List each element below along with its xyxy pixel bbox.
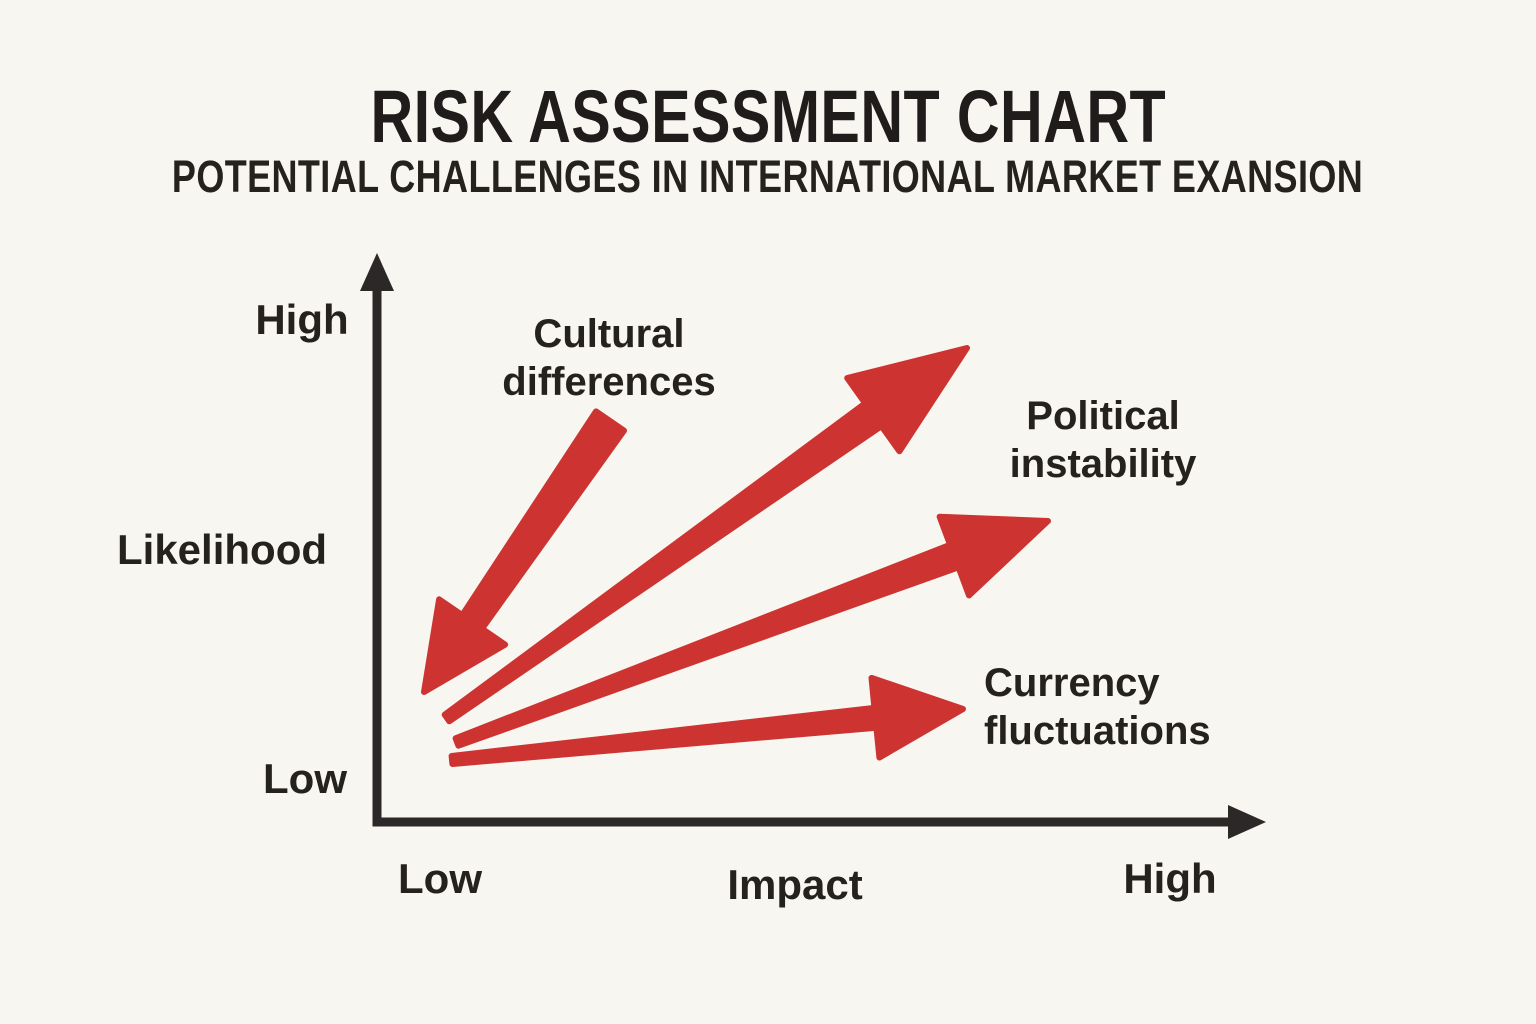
y-axis-low-label: Low: [263, 754, 347, 802]
y-axis-high-label: High: [255, 295, 349, 343]
page-subtitle-text: POTENTIAL CHALLENGES IN INTERNATIONAL MA…: [172, 151, 1364, 202]
x-axis-arrowhead-icon: [1228, 805, 1266, 839]
label-cultural-differences: Cultural differences: [502, 312, 716, 404]
currency-fluctuations-arrow: [448, 674, 966, 767]
political-instability-arrow: [441, 345, 970, 725]
label-currency-fluctuations: Currency fluctuations: [984, 661, 1211, 753]
y-axis-title: Likelihood: [117, 525, 327, 573]
x-axis-high-label: High: [1123, 854, 1217, 902]
x-axis-title: Impact: [727, 860, 863, 908]
y-axis-arrowhead-icon: [360, 253, 394, 291]
page-title: RISK ASSESSMENT CHART: [0, 74, 1536, 159]
page-subtitle: POTENTIAL CHALLENGES IN INTERNATIONAL MA…: [0, 151, 1536, 203]
page-title-text: RISK ASSESSMENT CHART: [370, 75, 1166, 158]
cultural-differences-arrow: [421, 408, 627, 695]
label-political-instability: Political instability: [1009, 394, 1197, 486]
secondary-risk-arrow: [452, 513, 1051, 749]
x-axis-low-label: Low: [398, 854, 482, 902]
